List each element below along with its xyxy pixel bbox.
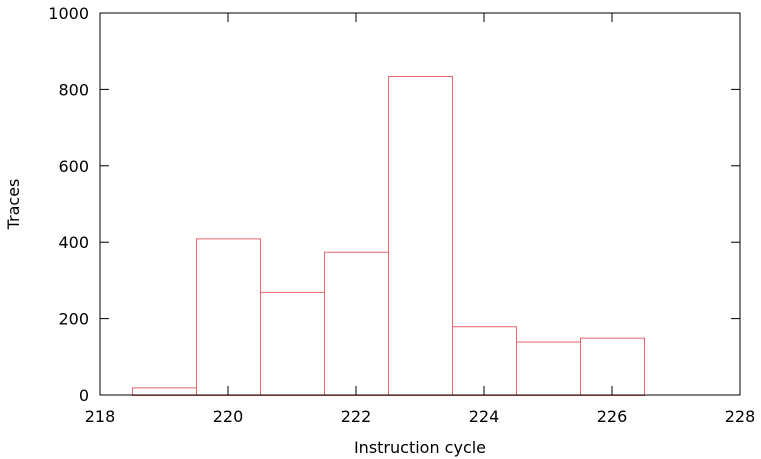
x-tick-label-220: 220 [213, 407, 244, 426]
x-tick-label-226: 226 [597, 407, 628, 426]
histogram-bar-223 [388, 76, 453, 396]
y-tick-label-600: 600 [58, 157, 89, 176]
ticks-layer: 218 220 222 224 226 228 0 200 400 600 800 1000 [48, 4, 755, 426]
x-tick-label-224: 224 [469, 407, 500, 426]
histogram-bar-221 [260, 291, 325, 396]
histogram-bar-224 [452, 326, 517, 396]
y-tick-label-1000: 1000 [48, 4, 89, 23]
bars-layer [132, 76, 645, 397]
histogram-bar-222 [324, 251, 389, 396]
y-tick-label-400: 400 [58, 233, 89, 252]
plot-frame [99, 12, 741, 396]
histogram-bar-225 [516, 341, 581, 396]
x-tick-label-222: 222 [341, 407, 372, 426]
y-tick-label-800: 800 [58, 80, 89, 99]
x-tick-label-218: 218 [85, 407, 116, 426]
x-tick-label-228: 228 [725, 407, 756, 426]
x-axis-title: Instruction cycle [354, 438, 486, 457]
y-tick-label-200: 200 [58, 310, 89, 329]
y-axis-title: Traces [4, 179, 23, 231]
y-tick-label-0: 0 [79, 386, 89, 405]
histogram-bar-219 [132, 387, 197, 396]
histogram-bar-220 [196, 238, 261, 396]
